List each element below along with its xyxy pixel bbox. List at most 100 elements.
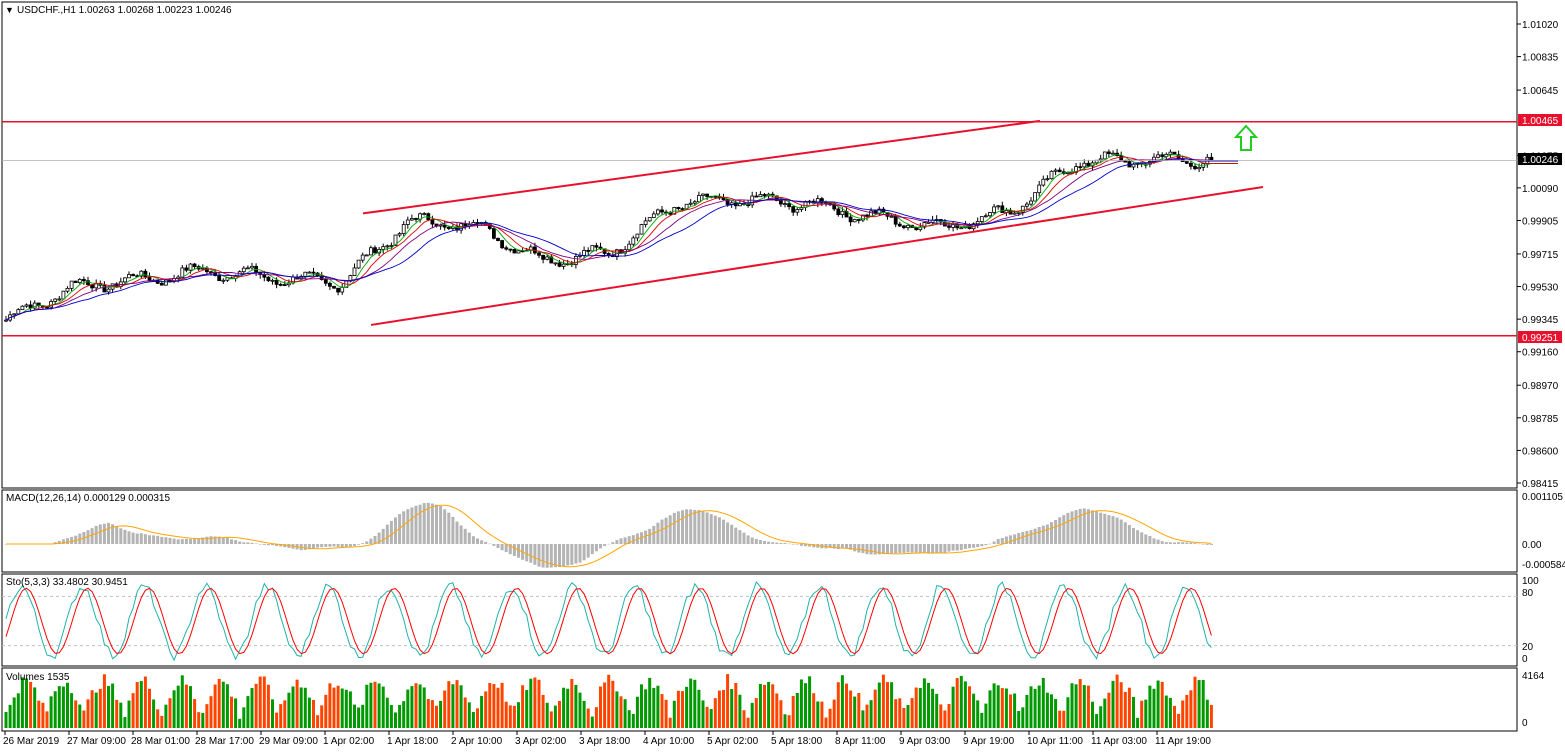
volume-bar xyxy=(623,699,627,728)
volume-bar xyxy=(869,700,873,728)
volume-bar xyxy=(627,710,631,728)
candle-body xyxy=(692,201,697,204)
macd-histogram-bar xyxy=(1095,511,1099,544)
macd-histogram-bar xyxy=(992,541,996,544)
macd-tick-top: 0.001105 xyxy=(1522,492,1563,503)
macd-histogram-bar xyxy=(160,536,164,544)
macd-histogram-bar xyxy=(951,544,955,551)
macd-histogram-bar xyxy=(430,503,434,544)
volume-bar xyxy=(33,687,37,728)
macd-histogram-bar xyxy=(61,539,65,544)
volume-bar xyxy=(484,691,488,728)
volume-bar xyxy=(180,675,184,728)
macd-histogram-bar xyxy=(619,538,623,544)
volume-bar xyxy=(693,679,697,728)
macd-histogram-bar xyxy=(426,502,430,544)
macd-histogram-bar xyxy=(320,544,324,548)
support-price-tag xyxy=(1518,331,1562,343)
candle-body xyxy=(869,210,873,217)
volume-bar xyxy=(422,687,426,728)
macd-histogram-bar xyxy=(1029,530,1033,544)
volume-bar xyxy=(918,687,922,728)
volume-bar xyxy=(853,696,857,728)
volume-bar xyxy=(1209,704,1213,728)
macd-histogram-bar xyxy=(1173,542,1176,544)
up-arrow-icon xyxy=(1233,124,1259,151)
candle-body xyxy=(1107,151,1111,155)
macd-panel-frame xyxy=(1,489,1518,573)
candle-body xyxy=(127,274,131,279)
volume-bar xyxy=(635,696,639,728)
volume-bar xyxy=(463,697,467,728)
macd-histogram-bar xyxy=(1168,542,1172,544)
collapse-triangle-icon[interactable]: ▼ xyxy=(5,5,14,15)
candle-body xyxy=(1029,200,1033,205)
macd-histogram-bar xyxy=(615,540,619,544)
volume-bar xyxy=(570,678,574,728)
volume-label: Volumes 1535 xyxy=(6,672,70,683)
macd-plot xyxy=(4,502,1213,568)
macd-histogram-bar xyxy=(1091,510,1094,544)
volume-bar xyxy=(799,679,803,728)
volume-bar xyxy=(873,689,877,728)
macd-histogram-bar xyxy=(1050,522,1053,544)
macd-histogram-bar xyxy=(332,544,336,547)
macd-histogram-bar xyxy=(787,543,791,545)
macd-histogram-bar xyxy=(955,544,959,551)
candle-body xyxy=(701,193,705,196)
macd-histogram-bar xyxy=(627,536,631,544)
volume-bar xyxy=(701,700,705,728)
macd-histogram-bar xyxy=(381,528,385,544)
volume-bar xyxy=(722,690,725,728)
volume-bar xyxy=(857,693,861,728)
macd-histogram-bar xyxy=(890,544,894,554)
macd-histogram-bar xyxy=(275,544,279,547)
candle-body xyxy=(865,214,869,217)
candle-body xyxy=(364,254,369,257)
macd-histogram-bar xyxy=(828,544,832,549)
candle-body xyxy=(237,271,242,277)
candle-body xyxy=(405,219,410,225)
macd-histogram-bar xyxy=(242,542,246,544)
volume-bar xyxy=(713,698,717,728)
candle-body xyxy=(561,263,566,267)
macd-tick-zero: 0.00 xyxy=(1522,540,1542,551)
volume-bar xyxy=(1201,680,1205,728)
macd-histogram-bar xyxy=(451,516,455,544)
time-axis-label: 3 Apr 18:00 xyxy=(579,736,631,747)
candle-body xyxy=(1049,170,1054,180)
candle-body xyxy=(680,208,685,211)
time-axis-label: 4 Apr 10:00 xyxy=(643,736,695,747)
volume-bar xyxy=(1160,681,1164,728)
candle-body xyxy=(902,225,906,229)
volume-bar xyxy=(697,689,701,728)
candle-body xyxy=(922,222,927,228)
candle-body xyxy=(783,203,787,205)
macd-histogram-bar xyxy=(1033,528,1037,544)
candle-body xyxy=(496,237,500,241)
volume-bar xyxy=(1173,705,1176,728)
macd-histogram-bar xyxy=(1000,538,1004,544)
macd-histogram-bar xyxy=(443,509,447,544)
volume-bar xyxy=(1058,710,1062,728)
macd-histogram-bar xyxy=(566,544,570,566)
candle-body xyxy=(651,213,656,218)
candle-body xyxy=(209,271,213,274)
volume-bar xyxy=(90,690,94,728)
volume-bar xyxy=(906,705,910,728)
candle-body xyxy=(77,279,82,284)
candle-body xyxy=(340,287,345,293)
volume-bar xyxy=(344,689,348,728)
volume-bar xyxy=(406,689,410,728)
stochastic-label: Sto(5,3,3) 33.4802 30.9451 xyxy=(6,577,128,588)
macd-histogram-bar xyxy=(853,544,857,552)
volume-bar xyxy=(389,705,393,728)
volume-bar xyxy=(332,687,336,728)
volume-bar xyxy=(37,700,41,728)
volume-bar xyxy=(250,688,254,728)
macd-histogram-bar xyxy=(1156,539,1160,544)
macd-histogram-bar xyxy=(709,514,713,544)
volume-bar xyxy=(361,704,365,728)
